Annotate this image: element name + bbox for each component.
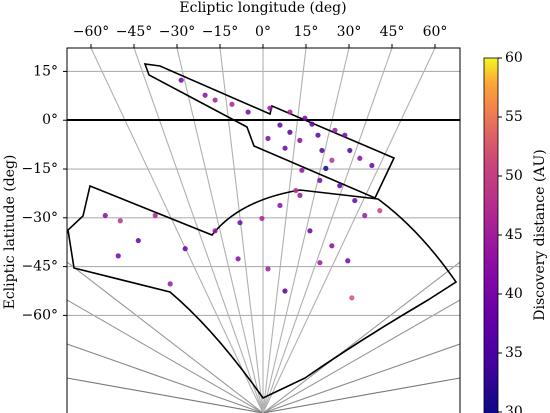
point: [352, 197, 358, 204]
point: [293, 187, 299, 194]
point: [317, 177, 323, 184]
point: [155, 40, 160, 45]
y-axis-title: Ecliptic latitude (deg): [2, 155, 18, 310]
grid-line: [176, 48, 264, 413]
point: [345, 258, 351, 264]
point: [329, 243, 335, 249]
extra-meridians: [67, 261, 460, 413]
colorbar-tick-label: 60: [505, 50, 523, 66]
point: [135, 237, 141, 244]
x-tick-label: −60°: [73, 24, 110, 40]
x-tick-label: 30°: [337, 24, 362, 40]
point: [347, 147, 353, 154]
point: [277, 202, 283, 209]
y-tick-label: 15°: [33, 63, 58, 79]
field-outline-north: [143, 63, 396, 200]
point: [178, 77, 184, 83]
point: [237, 220, 243, 226]
y-tick-label: −45°: [21, 259, 58, 275]
grid-line: [262, 48, 393, 413]
grid-line: [219, 48, 264, 413]
point: [212, 228, 218, 234]
point: [265, 135, 271, 142]
x-tick-label: −30°: [159, 24, 196, 40]
point: [319, 147, 325, 154]
point: [369, 162, 375, 169]
point: [307, 228, 313, 234]
colorbar-tick-label: 55: [505, 109, 523, 125]
grid-line: [90, 48, 264, 413]
point: [329, 157, 335, 163]
point: [377, 208, 383, 214]
point: [302, 115, 308, 121]
y-tick-label: 0°: [42, 112, 58, 128]
point: [267, 105, 273, 111]
x-tick-label: 15°: [294, 24, 319, 40]
point: [297, 192, 303, 198]
point: [117, 218, 123, 224]
point: [349, 295, 355, 301]
x-tick-label: 0°: [255, 24, 271, 40]
colorbar-tick-label: 40: [505, 286, 523, 302]
point: [152, 212, 158, 219]
point: [282, 288, 288, 294]
x-tick-label: 60°: [423, 24, 448, 40]
x-tick-label: −45°: [116, 24, 153, 40]
y-tick-label: −60°: [21, 307, 58, 323]
grid-line: [262, 48, 350, 413]
y-tick-label: −15°: [21, 161, 58, 177]
colorbar-tick-label: 35: [505, 345, 523, 361]
point: [342, 132, 348, 138]
points: [102, 40, 383, 301]
point: [167, 281, 173, 287]
point: [309, 121, 315, 127]
point: [323, 165, 329, 171]
point: [315, 132, 321, 138]
grid-line: [262, 48, 436, 413]
point: [277, 122, 283, 128]
point: [337, 183, 343, 189]
point: [287, 109, 293, 115]
point: [287, 129, 293, 135]
point: [212, 97, 218, 103]
field-outline-south: [67, 184, 458, 400]
point: [115, 253, 121, 259]
point: [202, 92, 208, 98]
point: [362, 212, 368, 219]
point: [317, 260, 323, 266]
colorbar: [483, 57, 499, 413]
colorbar-tick-label: 30: [505, 404, 523, 413]
grid: [67, 48, 460, 413]
point: [259, 215, 265, 222]
point: [265, 266, 271, 272]
grid-line: [133, 48, 264, 413]
point: [235, 256, 241, 262]
point: [297, 137, 303, 143]
x-axis-title: Ecliptic longitude (deg): [179, 0, 346, 16]
x-tick-label: −15°: [202, 24, 239, 40]
point: [299, 167, 305, 173]
point: [182, 246, 188, 252]
colorbar-tick-label: 50: [505, 168, 523, 184]
colorbar-title: Discovery distance (AU): [532, 149, 548, 320]
grid-line: [262, 48, 307, 413]
point: [102, 212, 108, 219]
point: [245, 109, 251, 115]
plot-area: [67, 40, 460, 413]
x-tick-label: 45°: [380, 24, 405, 40]
colorbar-tick-label: 45: [505, 227, 523, 243]
point: [282, 145, 288, 151]
y-tick-label: −30°: [21, 210, 58, 226]
point: [332, 127, 338, 133]
point: [229, 101, 235, 107]
point: [357, 155, 363, 161]
